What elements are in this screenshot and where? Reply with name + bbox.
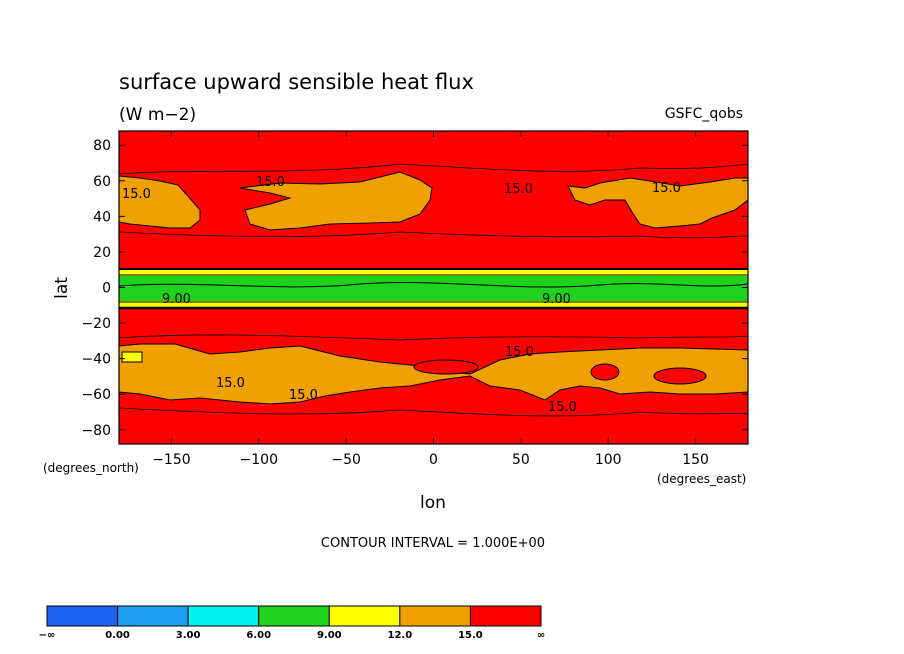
colorbar-level-label: 3.00: [176, 630, 201, 641]
contour-interval-text: CONTOUR INTERVAL = 1.000E+00: [321, 536, 545, 551]
colorbar-level-label: −∞: [39, 630, 56, 641]
x-tick-label: −150: [152, 452, 190, 468]
north-orange-region-3: [567, 177, 749, 229]
y-tick-label: −60: [81, 387, 111, 403]
south-red-spot-1: [413, 359, 479, 375]
y-tick-label: 20: [93, 245, 111, 261]
chart-units: (W m−2): [119, 105, 196, 125]
south-orange-region-1: [118, 343, 749, 405]
x-tick-label: −100: [240, 452, 278, 468]
chart-title: surface upward sensible heat flux: [119, 70, 474, 94]
y-axis-label: lat: [52, 277, 72, 299]
colorbar-level-label: 6.00: [246, 630, 271, 641]
contour-label-2: 15.0: [256, 175, 285, 190]
y-tick-label: −80: [81, 423, 111, 439]
colorbar-swatch: [328, 605, 401, 627]
north-orange-region-1: [118, 175, 201, 229]
x-axis-label: lon: [420, 493, 446, 513]
y-tick-label: −40: [81, 352, 111, 368]
x-tick-label: 100: [595, 452, 622, 468]
x-axis: −150 −100 −50 0 50 100 150: [152, 131, 709, 468]
contour-label-5: 9.00: [162, 292, 191, 307]
contour-label-3: 15.0: [504, 182, 533, 197]
x-tick-label: 50: [512, 452, 530, 468]
colorbar-swatch: [469, 605, 542, 627]
colorbar-level-label: 0.00: [105, 630, 130, 641]
y-axis: 80 60 40 20 0 −20 −40 −60 −80: [81, 138, 748, 439]
x-tick-label: −50: [331, 452, 361, 468]
colorbar-level-label: 12.0: [388, 630, 413, 641]
y-tick-label: 0: [102, 281, 111, 297]
south-red-spot-2: [590, 363, 620, 381]
north-orange-region-2: [239, 171, 433, 231]
y-tick-label: −20: [81, 316, 111, 332]
contour-label-9: 15.0: [505, 345, 534, 360]
colorbar-swatch: [117, 605, 189, 627]
colorbar-swatch: [399, 605, 471, 627]
contour-label-1: 15.0: [122, 187, 151, 202]
contour-label-6: 9.00: [542, 292, 571, 307]
north-contour-line-2: [118, 231, 749, 239]
south-yellow-spot: [121, 351, 143, 363]
x-tick-label: 0: [429, 452, 438, 468]
y-tick-label: 80: [93, 138, 111, 154]
colorbar-swatch: [187, 605, 260, 627]
x-unit-label: (degrees_east): [657, 472, 746, 486]
plot-area: 15.0 15.0 15.0 15.0 9.00 9.00 15.0 15.0 …: [118, 130, 749, 445]
y-tick-label: 40: [93, 209, 111, 225]
contour-label-8: 15.0: [289, 388, 318, 403]
y-tick-label: 60: [93, 174, 111, 190]
equator-green-band: [119, 276, 748, 301]
source-label: GSFC_qobs: [665, 106, 743, 122]
contour-label-7: 15.0: [216, 376, 245, 391]
contour-label-10: 15.0: [548, 400, 577, 415]
equator-contour-line: [118, 281, 749, 288]
colorbar-swatch: [258, 605, 330, 627]
x-tick-label: 150: [682, 452, 709, 468]
south-red-spot-3: [653, 367, 707, 385]
north-contour-line: [118, 163, 749, 175]
colorbar: −∞ 0.00 3.00 6.00 9.00 12.0 15.0 ∞: [39, 605, 545, 641]
y-unit-label: (degrees_north): [43, 461, 139, 475]
colorbar-level-label: 15.0: [458, 630, 483, 641]
colorbar-level-label: ∞: [537, 630, 545, 641]
contour-label-4: 15.0: [652, 181, 681, 196]
south-contour-line-2: [118, 334, 749, 341]
colorbar-swatch: [46, 605, 119, 627]
colorbar-level-label: 9.00: [317, 630, 342, 641]
south-contour-line: [118, 407, 749, 417]
